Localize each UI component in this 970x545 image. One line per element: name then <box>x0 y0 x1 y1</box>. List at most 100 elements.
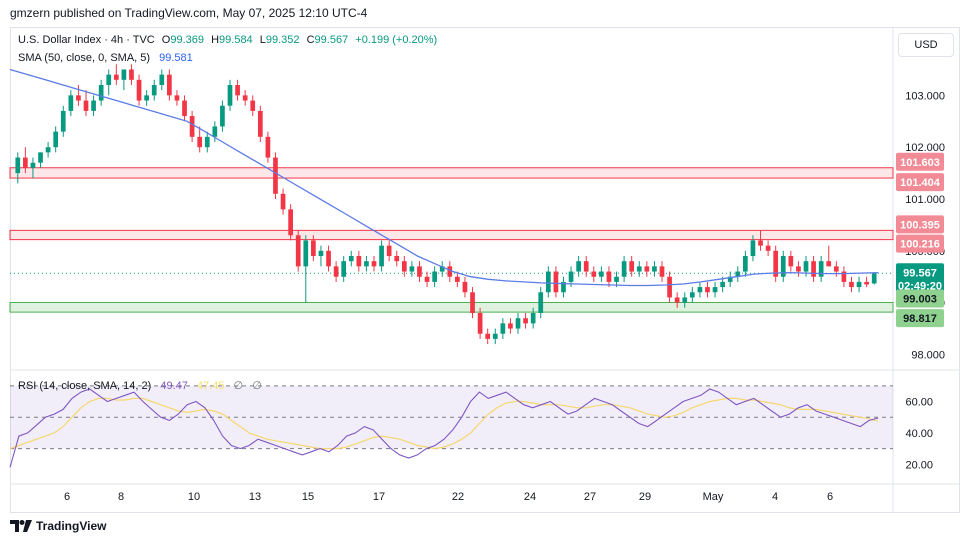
candle <box>818 256 824 282</box>
candle <box>833 261 839 277</box>
candle <box>129 64 134 85</box>
candle-body <box>273 157 278 194</box>
candle <box>864 276 869 288</box>
candle <box>424 271 430 288</box>
candle-body <box>523 318 528 324</box>
candle-body <box>136 79 142 101</box>
candle-body <box>197 136 203 148</box>
candle-body <box>113 74 119 80</box>
candle-body <box>455 276 460 282</box>
candle <box>121 69 127 91</box>
candle-body <box>599 271 604 277</box>
candle-body <box>121 69 127 80</box>
price-tag: 100.395 <box>896 215 944 234</box>
candle <box>447 261 453 282</box>
currency-button[interactable]: USD <box>898 33 954 57</box>
candle <box>765 240 771 256</box>
rsi-tick-label: 60.00 <box>905 397 933 409</box>
candle-body <box>250 100 256 111</box>
candle <box>826 245 832 267</box>
resistance-zone-1 <box>9 229 894 241</box>
candle <box>705 281 710 298</box>
candle <box>242 90 248 106</box>
candle-body <box>167 74 172 96</box>
candle-body <box>735 271 741 277</box>
time-tick-label: 6 <box>64 491 70 503</box>
price-tag: 101.603 <box>896 152 944 171</box>
candle <box>477 307 483 339</box>
candle-body <box>288 209 293 236</box>
sma-legend[interactable]: SMA (50, close, 0, SMA, 5) 99.581 <box>18 52 193 64</box>
candle <box>758 230 763 251</box>
candle-body <box>492 333 498 339</box>
candle <box>856 276 862 293</box>
candle <box>538 287 544 319</box>
candle <box>508 318 513 334</box>
candle <box>53 126 59 153</box>
candle <box>561 276 566 298</box>
rsi-tick-label: 40.00 <box>905 428 933 440</box>
candle <box>76 85 81 106</box>
candle-body <box>674 297 680 303</box>
time-tick-label: 29 <box>639 491 651 503</box>
candle <box>599 266 604 282</box>
candle <box>583 256 589 277</box>
candle <box>606 266 612 288</box>
candle <box>432 266 437 288</box>
candle-body <box>174 95 180 101</box>
candle <box>417 261 422 282</box>
price-tick-label: 102.000 <box>905 142 945 154</box>
candle-body <box>530 313 536 324</box>
candle-body <box>576 261 581 272</box>
price-tag-bg <box>896 234 944 253</box>
candle-body <box>60 110 66 132</box>
candle-body <box>788 256 794 267</box>
candle <box>288 204 293 241</box>
candle <box>371 256 377 272</box>
candle-body <box>485 333 491 339</box>
rsi-legend[interactable]: RSI (14, close, SMA, 14, 2) 49.47 47.45 … <box>18 379 262 392</box>
candle-body <box>583 261 589 272</box>
candle <box>621 256 627 282</box>
candle-body <box>356 256 362 267</box>
candle <box>652 261 657 277</box>
rsi-ma-line <box>9 397 879 450</box>
candle <box>204 131 210 153</box>
rsi-label: RSI (14, close, SMA, 14, 2) <box>18 380 152 392</box>
candle-body <box>144 95 149 101</box>
candle <box>379 240 384 272</box>
candle-body <box>30 162 36 168</box>
rsi-ma-value: 47.45 <box>196 380 225 392</box>
candle-body <box>538 292 544 313</box>
candle <box>227 79 233 111</box>
candle-body <box>811 261 816 277</box>
candle-body <box>697 287 703 293</box>
candle <box>871 272 877 285</box>
candle <box>250 95 256 117</box>
candle-body <box>561 281 566 293</box>
publisher-line: gmzern published on TradingView.com, May… <box>10 6 368 20</box>
candle <box>144 90 149 106</box>
candle <box>326 245 331 272</box>
candle <box>356 250 362 272</box>
candle <box>341 256 347 282</box>
support-zone-2 <box>9 301 894 313</box>
symbol-legend[interactable]: U.S. Dollar Index · 4h · TVC O99.369 H99… <box>18 34 437 46</box>
candle <box>750 235 756 262</box>
candle <box>311 235 316 262</box>
candle-body <box>53 131 59 148</box>
candle-body <box>364 261 369 267</box>
candle-body <box>470 292 475 313</box>
candle <box>727 271 733 288</box>
candle <box>667 271 672 303</box>
candle-body <box>23 157 28 168</box>
candle <box>712 281 718 298</box>
candle <box>106 69 112 96</box>
candle <box>23 147 28 174</box>
candle-body <box>371 261 377 267</box>
candle <box>455 271 460 288</box>
tradingview-logo[interactable]: TradingView <box>10 519 106 533</box>
candle-body <box>333 266 339 277</box>
price-tag-value: 100.216 <box>900 239 940 251</box>
